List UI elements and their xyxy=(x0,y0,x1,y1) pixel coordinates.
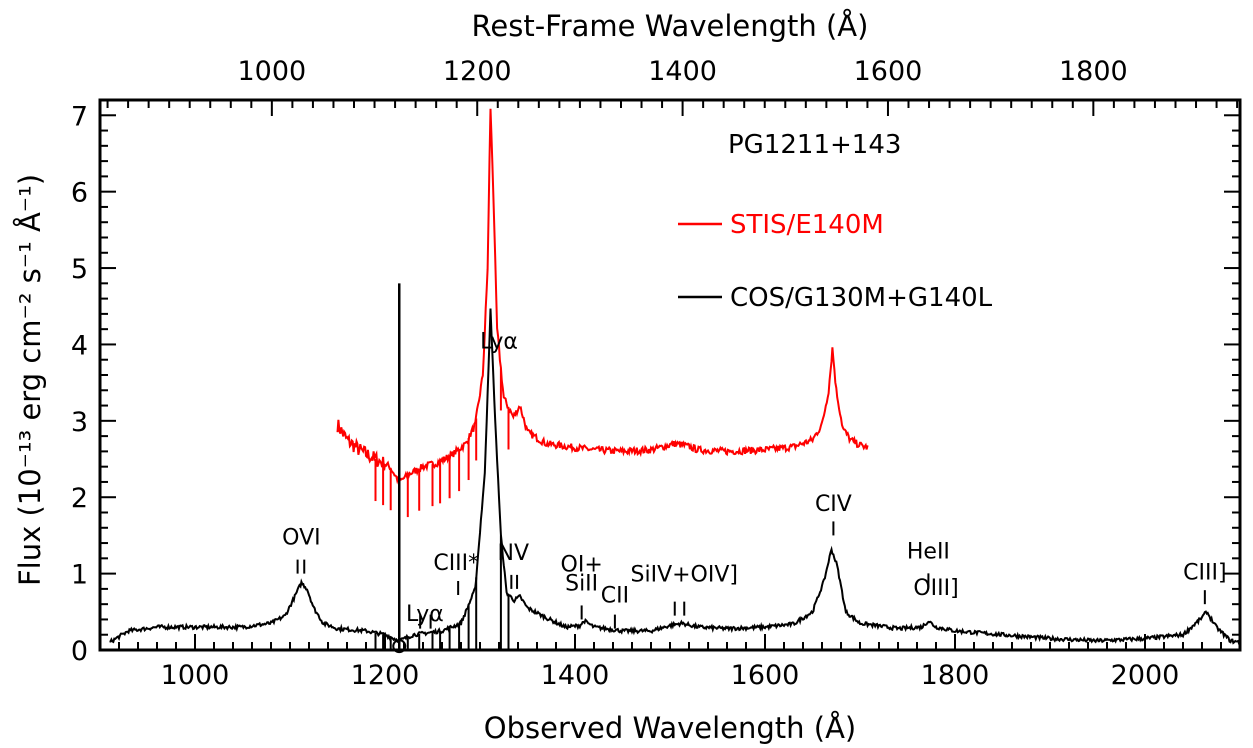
x2-tick-label: 1600 xyxy=(854,56,923,87)
legend-label-cos: COS/G130M+G140L xyxy=(730,283,993,313)
y-tick-label: 4 xyxy=(71,330,88,361)
x2-tick-label: 1200 xyxy=(443,56,512,87)
x2-axis-label: Rest-Frame Wavelength (Å) xyxy=(472,9,869,43)
line-label: CIV xyxy=(815,492,852,517)
tick-labels: 1000 1200 1400 1600 1800 2000 1000 1200 1400 1600… xyxy=(71,56,1180,691)
y-tick-label: 3 xyxy=(71,407,88,438)
y-tick-label: 1 xyxy=(71,560,88,591)
x-tick-label: 1400 xyxy=(541,660,610,691)
line-label: Lyα xyxy=(406,602,444,627)
y-tick-label: 6 xyxy=(71,178,88,209)
x2-tick-label: 1000 xyxy=(237,56,306,87)
x-tick-label: 1600 xyxy=(731,660,800,691)
series-layer xyxy=(109,108,1241,654)
x-tick-label: 1800 xyxy=(921,660,990,691)
line-label: OVI xyxy=(282,526,320,551)
y-tick-label: 7 xyxy=(71,101,88,132)
line-label: Lyα xyxy=(480,329,518,354)
x-tick-label: 1000 xyxy=(161,660,230,691)
x2-tick-label: 1800 xyxy=(1059,56,1128,87)
line-label: CIII* xyxy=(433,551,479,576)
y-tick-label: 5 xyxy=(71,254,88,285)
x-tick-label: 2000 xyxy=(1111,660,1180,691)
x-tick-label: 1200 xyxy=(351,660,420,691)
line-label: SiIV+OIV] xyxy=(631,562,739,587)
line-label: SiII xyxy=(565,571,598,596)
x-axis-label: Observed Wavelength (Å) xyxy=(484,711,856,745)
x2-tick-label: 1400 xyxy=(648,56,717,87)
y-tick-label: 0 xyxy=(71,636,88,667)
line-label: NV xyxy=(497,541,529,566)
line-label: CII xyxy=(601,584,629,609)
object-label: PG1211+143 xyxy=(728,130,901,160)
line-label: OI+ xyxy=(561,552,603,577)
y-axis-label: Flux (10⁻¹³ erg cm⁻² s⁻¹ Å⁻¹) xyxy=(13,174,47,586)
line-label: OIII] xyxy=(913,576,958,601)
series-line-cos xyxy=(109,308,1241,646)
y-tick-label: 2 xyxy=(71,483,88,514)
legend-label-stis: STIS/E140M xyxy=(730,210,884,240)
line-label: HeII xyxy=(907,539,950,564)
geocoronal-marker xyxy=(392,639,407,654)
series-line-stis xyxy=(336,108,869,485)
axis-ticks xyxy=(99,99,1241,651)
line-label: CIII] xyxy=(1183,561,1226,586)
